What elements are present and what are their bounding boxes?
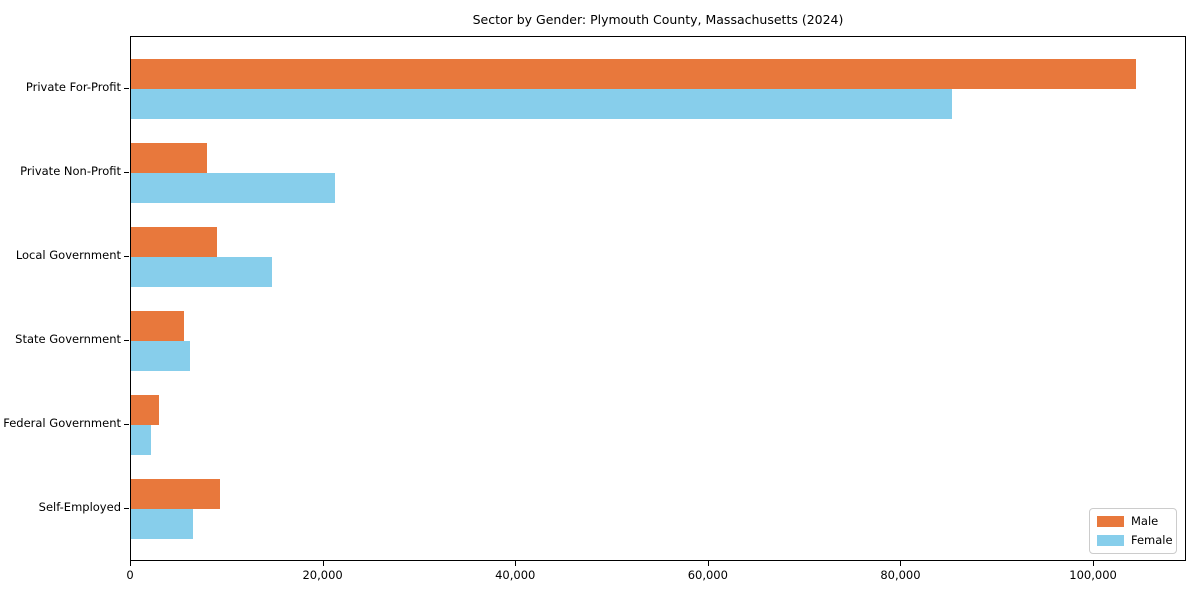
- bar-male-state-government: [131, 311, 184, 341]
- bar-female-local-government: [131, 257, 272, 287]
- y-tick-label-federal-government: Federal Government: [3, 416, 121, 430]
- y-tick-label-state-government: State Government: [15, 332, 121, 346]
- bar-female-private-for-profit: [131, 89, 952, 119]
- bar-male-self-employed: [131, 479, 220, 509]
- y-tick-federal-government: [124, 424, 129, 425]
- bar-male-private-for-profit: [131, 59, 1137, 89]
- x-tick-label-40-000: 40,000: [495, 568, 536, 582]
- y-tick-state-government: [124, 340, 129, 341]
- y-tick-label-private-non-profit: Private Non-Profit: [20, 164, 121, 178]
- legend-label-male: Male: [1131, 514, 1159, 528]
- x-tick-0: [130, 561, 131, 566]
- legend-label-female: Female: [1131, 533, 1173, 547]
- y-tick-self-employed: [124, 508, 129, 509]
- y-tick-label-private-for-profit: Private For-Profit: [25, 80, 121, 94]
- plot-inner: [131, 37, 1185, 560]
- legend-swatch-female-icon: [1097, 535, 1124, 546]
- x-tick-60-000: [707, 561, 709, 566]
- y-tick-label-local-government: Local Government: [15, 248, 121, 262]
- bar-female-federal-government: [131, 425, 152, 455]
- bar-female-self-employed: [131, 509, 193, 539]
- x-tick-label-0: 0: [126, 568, 134, 582]
- x-tick-label-20-000: 20,000: [302, 568, 343, 582]
- x-tick-80-000: [900, 561, 902, 566]
- x-tick-40-000: [515, 561, 517, 566]
- y-tick-local-government: [124, 256, 129, 257]
- x-tick-label-80-000: 80,000: [880, 568, 921, 582]
- chart-title: Sector by Gender: Plymouth County, Massa…: [472, 12, 844, 27]
- bar-male-private-non-profit: [131, 143, 208, 173]
- y-tick-private-for-profit: [124, 88, 129, 89]
- legend-swatch-male-icon: [1097, 516, 1124, 527]
- bar-male-local-government: [131, 227, 217, 257]
- x-tick-label-60-000: 60,000: [687, 568, 728, 582]
- x-tick-20-000: [322, 561, 324, 566]
- x-tick-label-100-000: 100,000: [1069, 568, 1117, 582]
- y-tick-private-non-profit: [124, 172, 129, 173]
- x-tick-100-000: [1093, 561, 1095, 566]
- bar-male-federal-government: [131, 395, 159, 425]
- bar-female-state-government: [131, 341, 190, 371]
- bar-female-private-non-profit: [131, 173, 336, 203]
- y-tick-label-self-employed: Self-Employed: [38, 500, 121, 514]
- legend-row-male: Male: [1097, 514, 1169, 529]
- legend: Male Female: [1089, 508, 1177, 554]
- plot-area: [130, 36, 1186, 561]
- legend-row-female: Female: [1097, 533, 1173, 548]
